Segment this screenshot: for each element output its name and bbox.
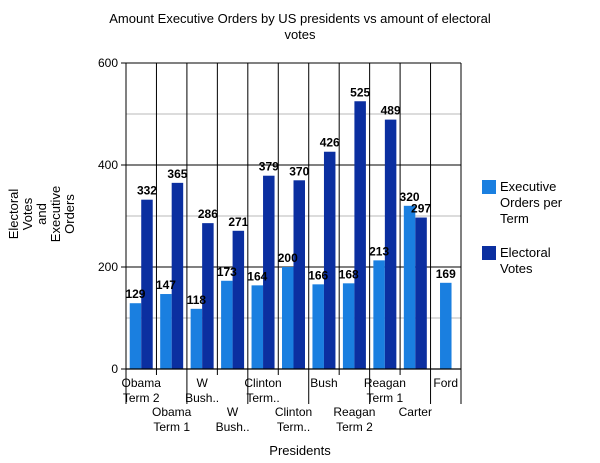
data-label: 129 [125,287,145,301]
x-category-label: Obama [152,405,192,419]
x-category-label: Obama [122,376,162,390]
x-category-label: Term 2 [336,420,373,434]
bars [129,101,452,369]
data-label: 173 [217,265,237,279]
data-label: 365 [167,167,187,181]
data-label: 169 [436,267,456,281]
bar-executive-orders [403,205,416,369]
data-label: 332 [137,184,157,198]
bar-executive-orders [190,308,203,369]
bar-executive-orders [221,280,233,369]
bar-executive-orders [251,285,264,369]
y-tick-label: 600 [98,56,118,70]
y-axis-title-line: Executive [48,186,63,242]
bar-electoral-votes [202,223,214,369]
data-label: 147 [156,278,176,292]
x-category-label: Bush [310,376,337,390]
legend-swatch-electoral-votes [482,246,496,260]
bar-electoral-votes [354,101,366,369]
x-category-label: Term 1 [153,420,190,434]
data-label: 426 [320,136,340,150]
legend-swatch-executive-orders [482,180,496,194]
legend-label: Electoral [500,245,551,260]
bar-executive-orders [160,294,172,369]
y-tick-label: 200 [98,260,118,274]
data-labels: 129 147 118 173 164 200 166 168 213 320 169 332 365 2… [125,85,456,307]
bar-executive-orders [373,260,385,369]
x-category-label: Carter [399,405,432,419]
bar-electoral-votes [263,175,275,369]
x-category-label: Clinton [275,405,312,419]
bar-electoral-votes [323,151,336,369]
bar-executive-orders [312,284,324,369]
x-category-label: Clinton [244,376,281,390]
x-category-label: Term.. [277,420,310,434]
y-axis-title: Electoral Votes and Executive Orders [6,186,77,242]
bar-executive-orders [440,282,452,369]
x-category-label: Reagan [364,376,406,390]
x-category-label: W [227,405,239,419]
y-tick-label: 0 [111,362,118,376]
y-tick-label: 400 [98,158,118,172]
x-category-label: Bush.. [216,420,250,434]
data-label: 213 [369,244,389,258]
data-label: 286 [198,207,218,221]
x-category-label: Term.. [246,391,279,405]
chart-title: Amount Executive Orders by US presidents… [109,11,491,42]
x-category-label: Bush.. [185,391,219,405]
chart-title-line: Amount Executive Orders by US presidents… [109,11,491,26]
data-label: 489 [381,104,401,118]
y-axis-title-line: and [34,203,49,225]
bar-electoral-votes [293,180,305,369]
data-label: 164 [247,269,267,283]
bar-executive-orders [342,283,355,369]
bar-electoral-votes [384,119,397,369]
legend-label: Term [500,211,529,226]
legend-label: Executive [500,179,556,194]
legend-label: Orders per [500,195,563,210]
bar-electoral-votes [171,182,184,369]
y-axis-title-line: Orders [62,194,77,234]
data-label: 271 [228,215,248,229]
x-category-label: Term 1 [367,391,404,405]
bar-electoral-votes [415,217,427,369]
data-label: 200 [278,251,298,265]
data-label: 166 [308,268,328,282]
legend-label: Votes [500,261,533,276]
x-category-label: Reagan [333,405,375,419]
x-category-label: W [196,376,208,390]
data-label: 320 [400,190,420,204]
bar-electoral-votes [141,199,153,369]
chart-title-line: votes [284,27,316,42]
x-category-label: Term 2 [123,391,160,405]
bar-executive-orders [129,303,142,369]
gridlines [125,62,462,370]
data-label: 118 [187,293,207,307]
y-axis-title-line: Electoral [6,189,21,240]
x-category-label: Ford [433,376,458,390]
data-label: 168 [339,267,359,281]
data-label: 525 [350,85,370,99]
data-label: 297 [411,202,431,216]
data-label: 379 [259,160,279,174]
x-axis-title: Presidents [269,443,331,458]
y-axis-title-line: Votes [20,197,35,230]
bar-executive-orders [282,267,294,369]
bar-electoral-votes [232,230,245,369]
data-label: 370 [289,164,309,178]
